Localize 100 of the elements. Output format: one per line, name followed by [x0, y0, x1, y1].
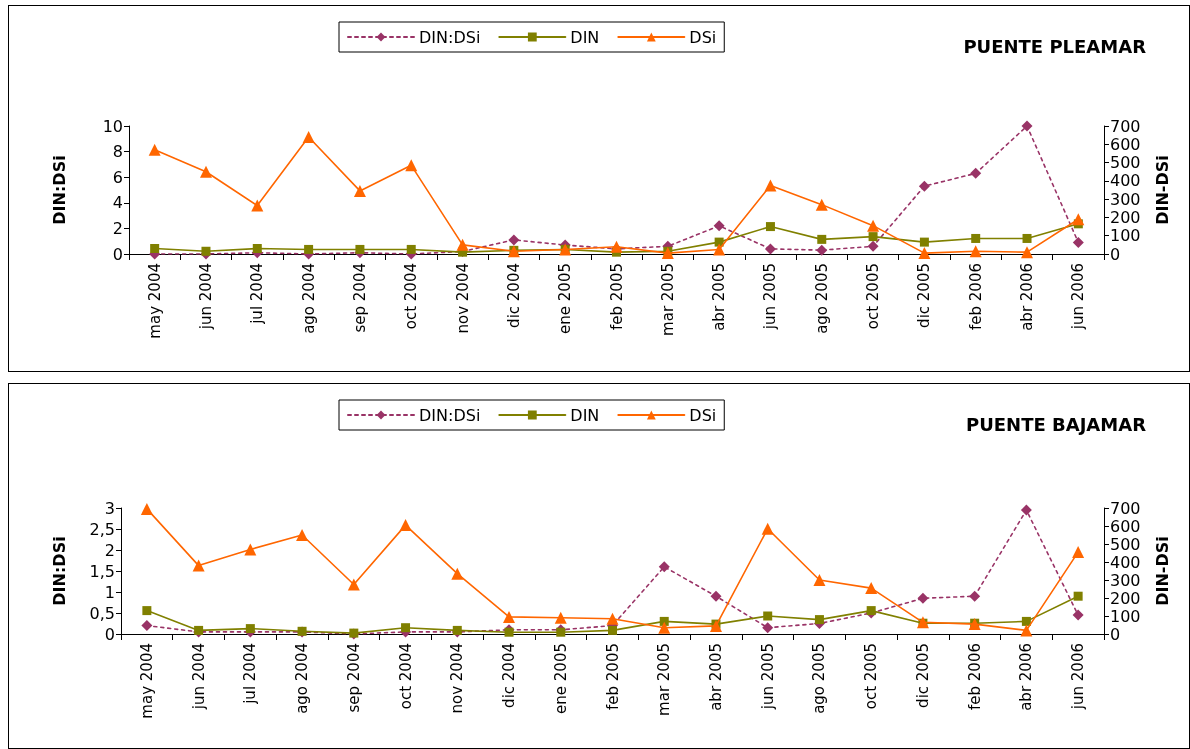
x-tick-label: jun 2006	[1069, 643, 1088, 711]
x-tick-label: ene 2005	[551, 643, 570, 714]
x-tick-label: abr 2005	[710, 263, 729, 331]
x-tick-label: oct 2005	[862, 643, 881, 710]
point	[817, 234, 827, 244]
point	[867, 240, 879, 252]
x-tick-label: abr 2006	[1017, 643, 1036, 711]
point	[813, 574, 826, 586]
point	[1021, 616, 1031, 626]
x-tick-label: jul 2004	[241, 643, 260, 705]
point	[1020, 504, 1032, 516]
y-axis-title: DIN:DSi	[49, 536, 69, 606]
point	[764, 243, 776, 255]
y-tick-label: 2	[112, 218, 123, 238]
point	[554, 611, 567, 624]
y2-tick-label: 200	[1110, 207, 1141, 227]
point	[919, 237, 929, 247]
x-tick-label: abr 2006	[1018, 263, 1037, 331]
point	[918, 180, 930, 192]
x-tick-label: feb 2006	[966, 263, 985, 330]
point	[762, 622, 774, 634]
point	[969, 245, 982, 258]
legend-label: DSi	[689, 405, 717, 425]
legend-label: DIN	[570, 27, 600, 47]
x-tick-label: oct 2004	[396, 643, 415, 710]
x-tick-label: feb 2006	[965, 643, 984, 710]
point	[969, 590, 981, 602]
point	[761, 522, 774, 535]
point	[508, 234, 520, 246]
y2-tick-label: 0	[1110, 244, 1121, 264]
x-tick-label: sep 2004	[350, 263, 369, 333]
x-tick-label: dic 2005	[913, 643, 932, 708]
x-tick-label: oct 2004	[402, 263, 421, 330]
y2-tick-label: 500	[1110, 153, 1141, 173]
y-tick-label: 0	[112, 244, 123, 264]
point	[355, 244, 365, 254]
point	[710, 590, 722, 602]
y-tick-label: 2,5	[89, 519, 115, 539]
point	[658, 561, 670, 573]
x-tick-label: ago 2004	[293, 643, 312, 714]
point	[1072, 236, 1084, 248]
point	[353, 184, 366, 197]
y2-tick-label: 200	[1110, 588, 1141, 608]
y-tick-label: 1	[104, 582, 115, 602]
point	[399, 519, 412, 532]
point	[1021, 120, 1033, 132]
legend-label: DIN:DSi	[419, 405, 481, 425]
y2-tick-label: 100	[1110, 606, 1141, 626]
x-tick-label: jun 2004	[189, 643, 208, 711]
x-tick-label: jul 2004	[248, 263, 267, 325]
x-tick-label: sep 2004	[344, 643, 363, 713]
y2-axis-title: DIN-DSi	[1152, 536, 1172, 606]
point	[304, 244, 314, 254]
point	[606, 612, 619, 625]
y2-tick-label: 600	[1110, 516, 1141, 536]
x-tick-label: jun 2005	[761, 263, 780, 331]
point	[252, 244, 262, 254]
y-tick-label: 6	[112, 167, 123, 187]
chart-title: PUENTE PLEAMAR	[963, 35, 1147, 57]
point	[302, 130, 315, 143]
point	[245, 624, 255, 634]
y-tick-label: 2	[104, 540, 115, 560]
x-tick-label: nov 2004	[448, 643, 467, 714]
x-tick-label: feb 2005	[607, 263, 626, 330]
y2-tick-label: 0	[1110, 624, 1121, 644]
legend-label: DIN:DSi	[419, 27, 481, 47]
point	[201, 246, 211, 256]
y2-tick-label: 100	[1110, 226, 1141, 246]
point	[865, 582, 878, 595]
point	[815, 198, 828, 211]
point	[251, 199, 264, 212]
point	[140, 502, 153, 515]
legend-label: DIN	[570, 405, 600, 425]
point	[347, 578, 360, 591]
y2-tick-label: 300	[1110, 189, 1141, 209]
point	[142, 606, 152, 616]
x-tick-label: jun 2006	[1069, 263, 1088, 331]
point	[971, 233, 981, 243]
y-tick-label: 0	[104, 624, 115, 644]
y-tick-label: 3	[104, 498, 115, 518]
legend-label: DSi	[689, 27, 717, 47]
y-tick-label: 10	[102, 116, 123, 136]
point	[713, 243, 726, 256]
x-tick-label: abr 2005	[706, 643, 725, 711]
y2-tick-label: 500	[1110, 534, 1141, 554]
point	[1072, 609, 1084, 621]
point	[1072, 213, 1085, 226]
point	[867, 219, 880, 232]
y2-tick-label: 400	[1110, 171, 1141, 191]
point	[406, 244, 416, 254]
point	[970, 167, 982, 179]
y2-tick-label: 600	[1110, 134, 1141, 154]
point	[141, 620, 153, 632]
point	[661, 247, 674, 260]
point	[1020, 624, 1033, 637]
x-tick-label: ago 2004	[299, 263, 318, 334]
x-tick-label: mar 2005	[655, 643, 674, 716]
point	[658, 621, 671, 634]
y-axis-title: DIN:DSi	[49, 155, 69, 225]
point	[608, 625, 617, 635]
